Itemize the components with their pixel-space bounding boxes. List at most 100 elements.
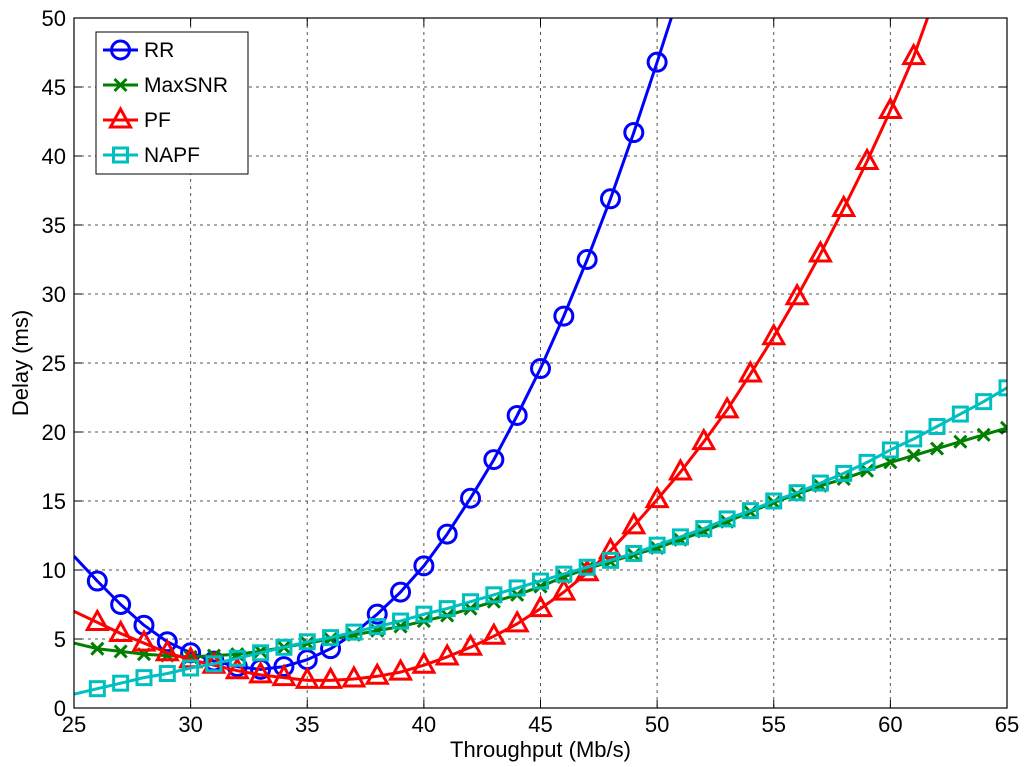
legend-marker-pf	[107, 105, 134, 129]
series-layer	[74, 18, 1007, 698]
legend-label: NAPF	[144, 144, 200, 167]
data-point-pf	[597, 536, 624, 560]
data-point-napf	[648, 536, 666, 554]
grid	[74, 18, 1007, 708]
data-point-napf	[392, 612, 410, 630]
data-point-pf	[551, 577, 577, 601]
data-point-maxsnr	[90, 641, 105, 656]
data-point-napf	[88, 680, 106, 698]
data-point-napf	[858, 453, 876, 471]
tick-labels: 25 30 35 40 45 50 55 60 65 0 5 10 15 20 25 30 35 40 45 50	[42, 6, 1020, 737]
data-point-napf	[485, 586, 503, 604]
data-point-napf	[322, 629, 340, 647]
data-point-napf	[671, 528, 689, 546]
y-axis-label: Delay (ms)	[8, 310, 33, 416]
data-point-pf	[388, 658, 414, 681]
series-napf	[74, 379, 1007, 698]
legend-label: PF	[144, 109, 171, 132]
data-point-rr	[460, 487, 482, 509]
data-point-rr	[390, 581, 412, 603]
data-point-pf	[108, 619, 134, 642]
data-point-pf	[457, 633, 484, 656]
y-tick-label: 30	[42, 282, 66, 307]
x-tick-label: 65	[995, 712, 1019, 737]
y-tick-label: 25	[42, 351, 66, 376]
legend-marker-maxsnr	[113, 77, 128, 93]
data-point-pf	[318, 666, 344, 689]
data-point-rr	[273, 656, 295, 678]
x-tick-label: 55	[762, 712, 786, 737]
data-point-napf	[368, 618, 386, 636]
data-point-maxsnr	[953, 434, 968, 449]
x-tick-label: 45	[528, 712, 552, 737]
data-point-napf	[975, 393, 993, 411]
legend-label: RR	[144, 39, 174, 62]
data-point-napf	[905, 430, 923, 448]
data-point-pf	[341, 664, 367, 688]
data-point-napf	[112, 674, 130, 692]
data-point-pf	[901, 42, 927, 66]
legend-label: MaxSNR	[144, 74, 228, 97]
data-point-napf	[788, 484, 806, 502]
data-point-napf	[625, 544, 643, 562]
data-point-rr	[413, 555, 435, 577]
data-point-maxsnr	[906, 448, 921, 463]
data-point-napf	[532, 572, 549, 590]
legend: RR MaxSNR PF NAPF	[95, 31, 249, 175]
data-point-pf	[248, 660, 274, 684]
data-point-napf	[252, 644, 270, 662]
y-tick-label: 20	[42, 420, 66, 445]
data-point-pf	[644, 485, 670, 509]
data-point-rr	[553, 305, 575, 327]
data-point-pf	[154, 638, 180, 662]
data-point-pf	[411, 651, 437, 674]
y-tick-label: 0	[54, 696, 66, 721]
data-point-pf	[364, 662, 390, 685]
data-point-rr	[646, 51, 668, 73]
data-point-pf	[737, 359, 763, 383]
data-point-napf	[158, 665, 176, 682]
data-point-pf	[877, 96, 903, 119]
data-point-napf	[718, 510, 736, 528]
data-point-napf	[578, 558, 596, 576]
x-tick-label: 35	[295, 712, 319, 737]
y-tick-label: 15	[42, 489, 66, 514]
y-tick-label: 45	[42, 75, 66, 100]
legend-marker-rr	[110, 39, 131, 61]
data-point-rr	[366, 603, 388, 625]
y-tick-label: 10	[42, 558, 66, 583]
data-point-maxsnr	[976, 427, 991, 442]
data-point-pf	[504, 609, 530, 633]
y-tick-label: 35	[42, 213, 66, 238]
data-point-napf	[695, 520, 713, 538]
data-point-pf	[854, 147, 880, 171]
y-tick-label: 5	[54, 627, 66, 652]
data-point-napf	[835, 464, 853, 482]
data-point-napf	[741, 502, 759, 520]
data-point-pf	[527, 594, 554, 618]
data-point-pf	[667, 457, 693, 481]
x-axis-label: Throughput (Mb/s)	[450, 737, 631, 762]
data-point-pf	[224, 656, 250, 680]
data-point-rr	[483, 449, 505, 471]
data-point-napf	[438, 600, 456, 618]
data-point-pf	[131, 629, 157, 652]
data-point-napf	[951, 405, 969, 423]
data-point-pf	[574, 558, 600, 582]
data-point-maxsnr	[929, 441, 945, 456]
y-tick-label: 50	[42, 6, 66, 31]
legend-item-napf: NAPF	[103, 144, 200, 167]
series-pf	[74, 18, 930, 689]
data-point-pf	[84, 608, 110, 631]
data-point-pf	[294, 666, 320, 689]
data-point-napf	[765, 492, 783, 510]
legend-box	[95, 31, 249, 175]
x-tick-label: 30	[178, 712, 202, 737]
x-tick-label: 50	[645, 712, 669, 737]
y-tick-label: 40	[42, 144, 66, 169]
legend-item-rr: RR	[103, 39, 174, 62]
ticks	[73, 17, 1008, 709]
data-point-pf	[434, 642, 460, 666]
data-point-napf	[508, 579, 526, 597]
data-point-pf	[761, 322, 787, 346]
